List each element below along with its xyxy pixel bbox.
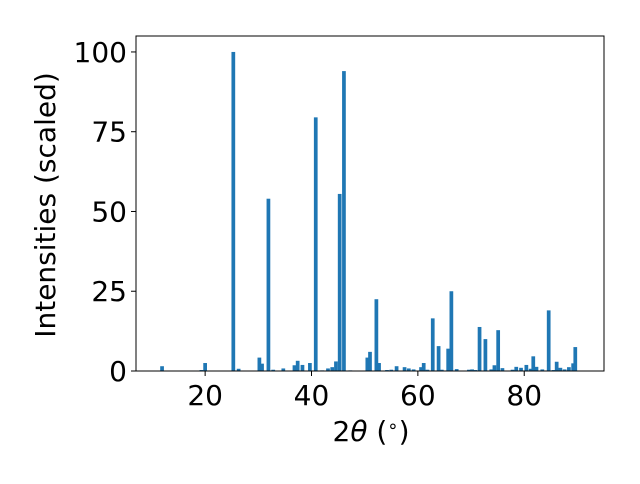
bar xyxy=(389,369,394,371)
bar xyxy=(496,330,501,371)
bar xyxy=(540,369,545,371)
y-axis-ticks: 0 25 50 75 100 xyxy=(74,36,136,388)
bar xyxy=(203,363,207,371)
bar xyxy=(528,368,533,371)
bar xyxy=(510,369,515,371)
plot-frame xyxy=(135,35,605,372)
x-axis-ticks: 20 40 60 80 xyxy=(187,371,542,412)
bar xyxy=(425,369,430,371)
bar xyxy=(365,357,370,371)
x-axis-label: 2θ (∘) xyxy=(332,415,409,448)
bar xyxy=(419,367,423,371)
y-tick-label: 100 xyxy=(74,36,127,69)
x-axis-label-open: ( xyxy=(367,415,387,448)
bar xyxy=(573,347,578,371)
bar xyxy=(489,369,494,371)
bar xyxy=(492,365,497,371)
bar xyxy=(454,369,459,371)
y-axis-label: Intensities (scaled) xyxy=(29,72,62,338)
bar xyxy=(330,367,335,371)
x-axis-label-prefix: 2 xyxy=(332,415,350,448)
bar xyxy=(411,369,416,371)
bar xyxy=(231,51,236,371)
bar xyxy=(281,368,286,371)
bar xyxy=(342,71,346,371)
bar xyxy=(236,368,241,371)
y-tick-label: 0 xyxy=(109,355,127,388)
bar xyxy=(374,299,379,371)
bar xyxy=(430,318,435,371)
x-axis-label-theta: θ xyxy=(350,415,367,448)
bar xyxy=(562,369,567,371)
bar xyxy=(467,369,471,371)
bar xyxy=(524,364,529,371)
x-axis-label-close: ) xyxy=(399,415,410,448)
bar xyxy=(266,198,271,371)
bar xyxy=(292,365,297,371)
bar xyxy=(546,310,551,371)
bar xyxy=(436,346,441,371)
bar xyxy=(449,291,454,371)
bar xyxy=(470,369,474,371)
bar xyxy=(519,367,523,371)
x-axis-label-degree: ∘ xyxy=(387,416,398,437)
bar xyxy=(300,364,305,371)
bar xyxy=(483,339,488,371)
bar xyxy=(531,356,536,371)
bar xyxy=(377,363,381,371)
x-tick-label: 40 xyxy=(294,379,330,412)
bar xyxy=(368,351,372,371)
bar xyxy=(334,361,338,371)
bar xyxy=(554,361,559,371)
x-tick-label: 20 xyxy=(187,379,223,412)
bar xyxy=(406,368,411,371)
y-tick-label: 25 xyxy=(91,275,127,308)
x-tick-label: 60 xyxy=(400,379,436,412)
bar xyxy=(308,363,312,371)
bar xyxy=(271,369,276,371)
bar xyxy=(394,366,399,371)
bar xyxy=(313,117,318,371)
bar xyxy=(337,193,342,371)
bar xyxy=(326,368,330,371)
bar xyxy=(500,368,505,371)
bar xyxy=(571,363,576,371)
bar xyxy=(257,357,262,371)
bar xyxy=(567,367,571,371)
bar xyxy=(446,348,451,371)
bar xyxy=(534,366,539,371)
bar xyxy=(295,360,300,371)
bar xyxy=(514,366,519,371)
x-tick-label: 80 xyxy=(506,379,542,412)
bar xyxy=(421,363,426,371)
bar xyxy=(558,367,563,371)
bar xyxy=(260,363,264,371)
y-tick-label: 75 xyxy=(91,116,127,149)
bar xyxy=(402,367,407,371)
bar xyxy=(160,366,164,371)
bar xyxy=(477,326,482,371)
y-tick-label: 50 xyxy=(91,195,127,228)
bar xyxy=(439,369,444,371)
